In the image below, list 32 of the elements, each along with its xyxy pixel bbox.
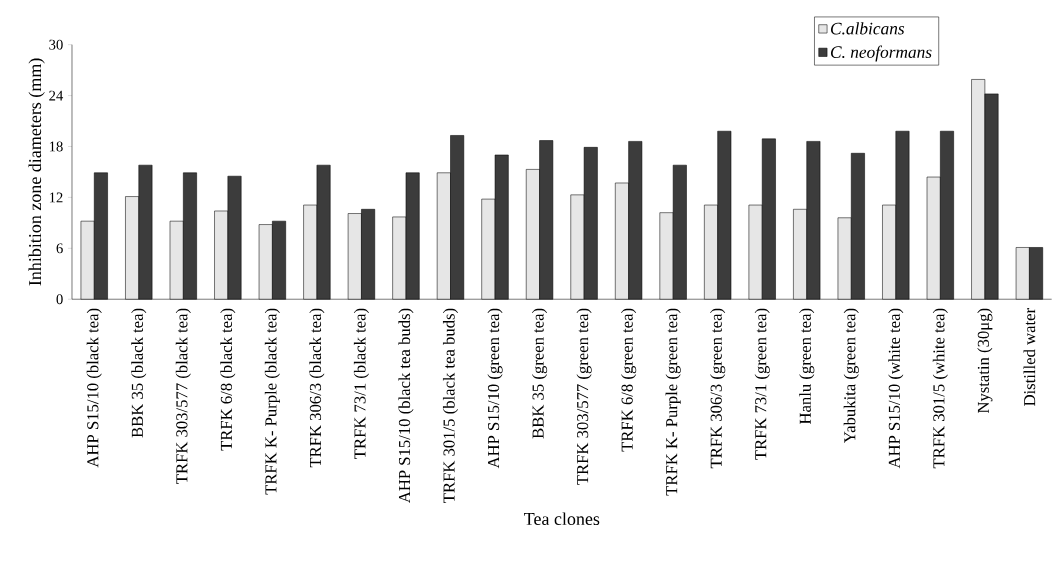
legend-label: C.albicans <box>830 22 905 35</box>
y-tick-label: 30 <box>49 39 63 50</box>
x-tick-label: AHP S15/10 (black tea) <box>86 308 102 468</box>
x-tick-label: AHP S15/10 (green tea) <box>487 308 503 469</box>
x-tick-label: TRFK K- Purple (green tea) <box>665 308 681 496</box>
y-axis-title: Inhibition zone diameters (mm) <box>28 58 45 286</box>
x-tick-label: TRFK 303/577 (black tea) <box>175 308 191 485</box>
x-tick-label: TRFK K- Purple (black tea) <box>264 308 280 495</box>
x-axis-title: Tea clones <box>524 512 600 526</box>
x-tick-label: BBK 35 (black tea) <box>131 308 147 438</box>
x-tick-label: TRFK 306/3 (green tea) <box>710 308 726 469</box>
y-tick-label: 18 <box>49 141 63 152</box>
x-tick-label: TRFK 6/8 (black tea) <box>220 308 236 451</box>
x-tick-label: Hanlu (green tea) <box>799 308 815 425</box>
x-tick-label: Distilled water <box>1023 308 1036 407</box>
x-tick-label: Nystatin (30μg) <box>977 308 993 414</box>
x-tick-label: TRFK 301/5 (white tea) <box>932 308 948 469</box>
x-tick-label: TRFK 301/5 (black tea buds) <box>442 308 459 504</box>
x-tick-label: TRFK 73/1 (green tea) <box>754 308 770 460</box>
x-tick-label: AHP S15/10 (white tea) <box>888 308 904 469</box>
y-tick-label: 12 <box>49 192 63 203</box>
y-tick-label: 6 <box>56 243 63 254</box>
x-tick-label: TRFK 6/8 (green tea) <box>621 308 637 452</box>
x-tick-label: TRFK 306/3 (black tea) <box>309 308 325 468</box>
x-tick-label: BBK 35 (green tea) <box>531 308 548 439</box>
x-tick-label: TRFK 73/1 (black tea) <box>353 308 369 460</box>
legend-label: C. neoformans <box>830 45 932 62</box>
y-tick-label: 24 <box>49 90 64 101</box>
y-tick-label: 0 <box>56 294 63 305</box>
x-tick-label: AHP S15/10 (black tea buds) <box>398 308 414 504</box>
x-tick-label: Yabukita (green tea) <box>843 308 859 444</box>
x-tick-label: TRFK 303/577 (green tea) <box>576 308 592 485</box>
